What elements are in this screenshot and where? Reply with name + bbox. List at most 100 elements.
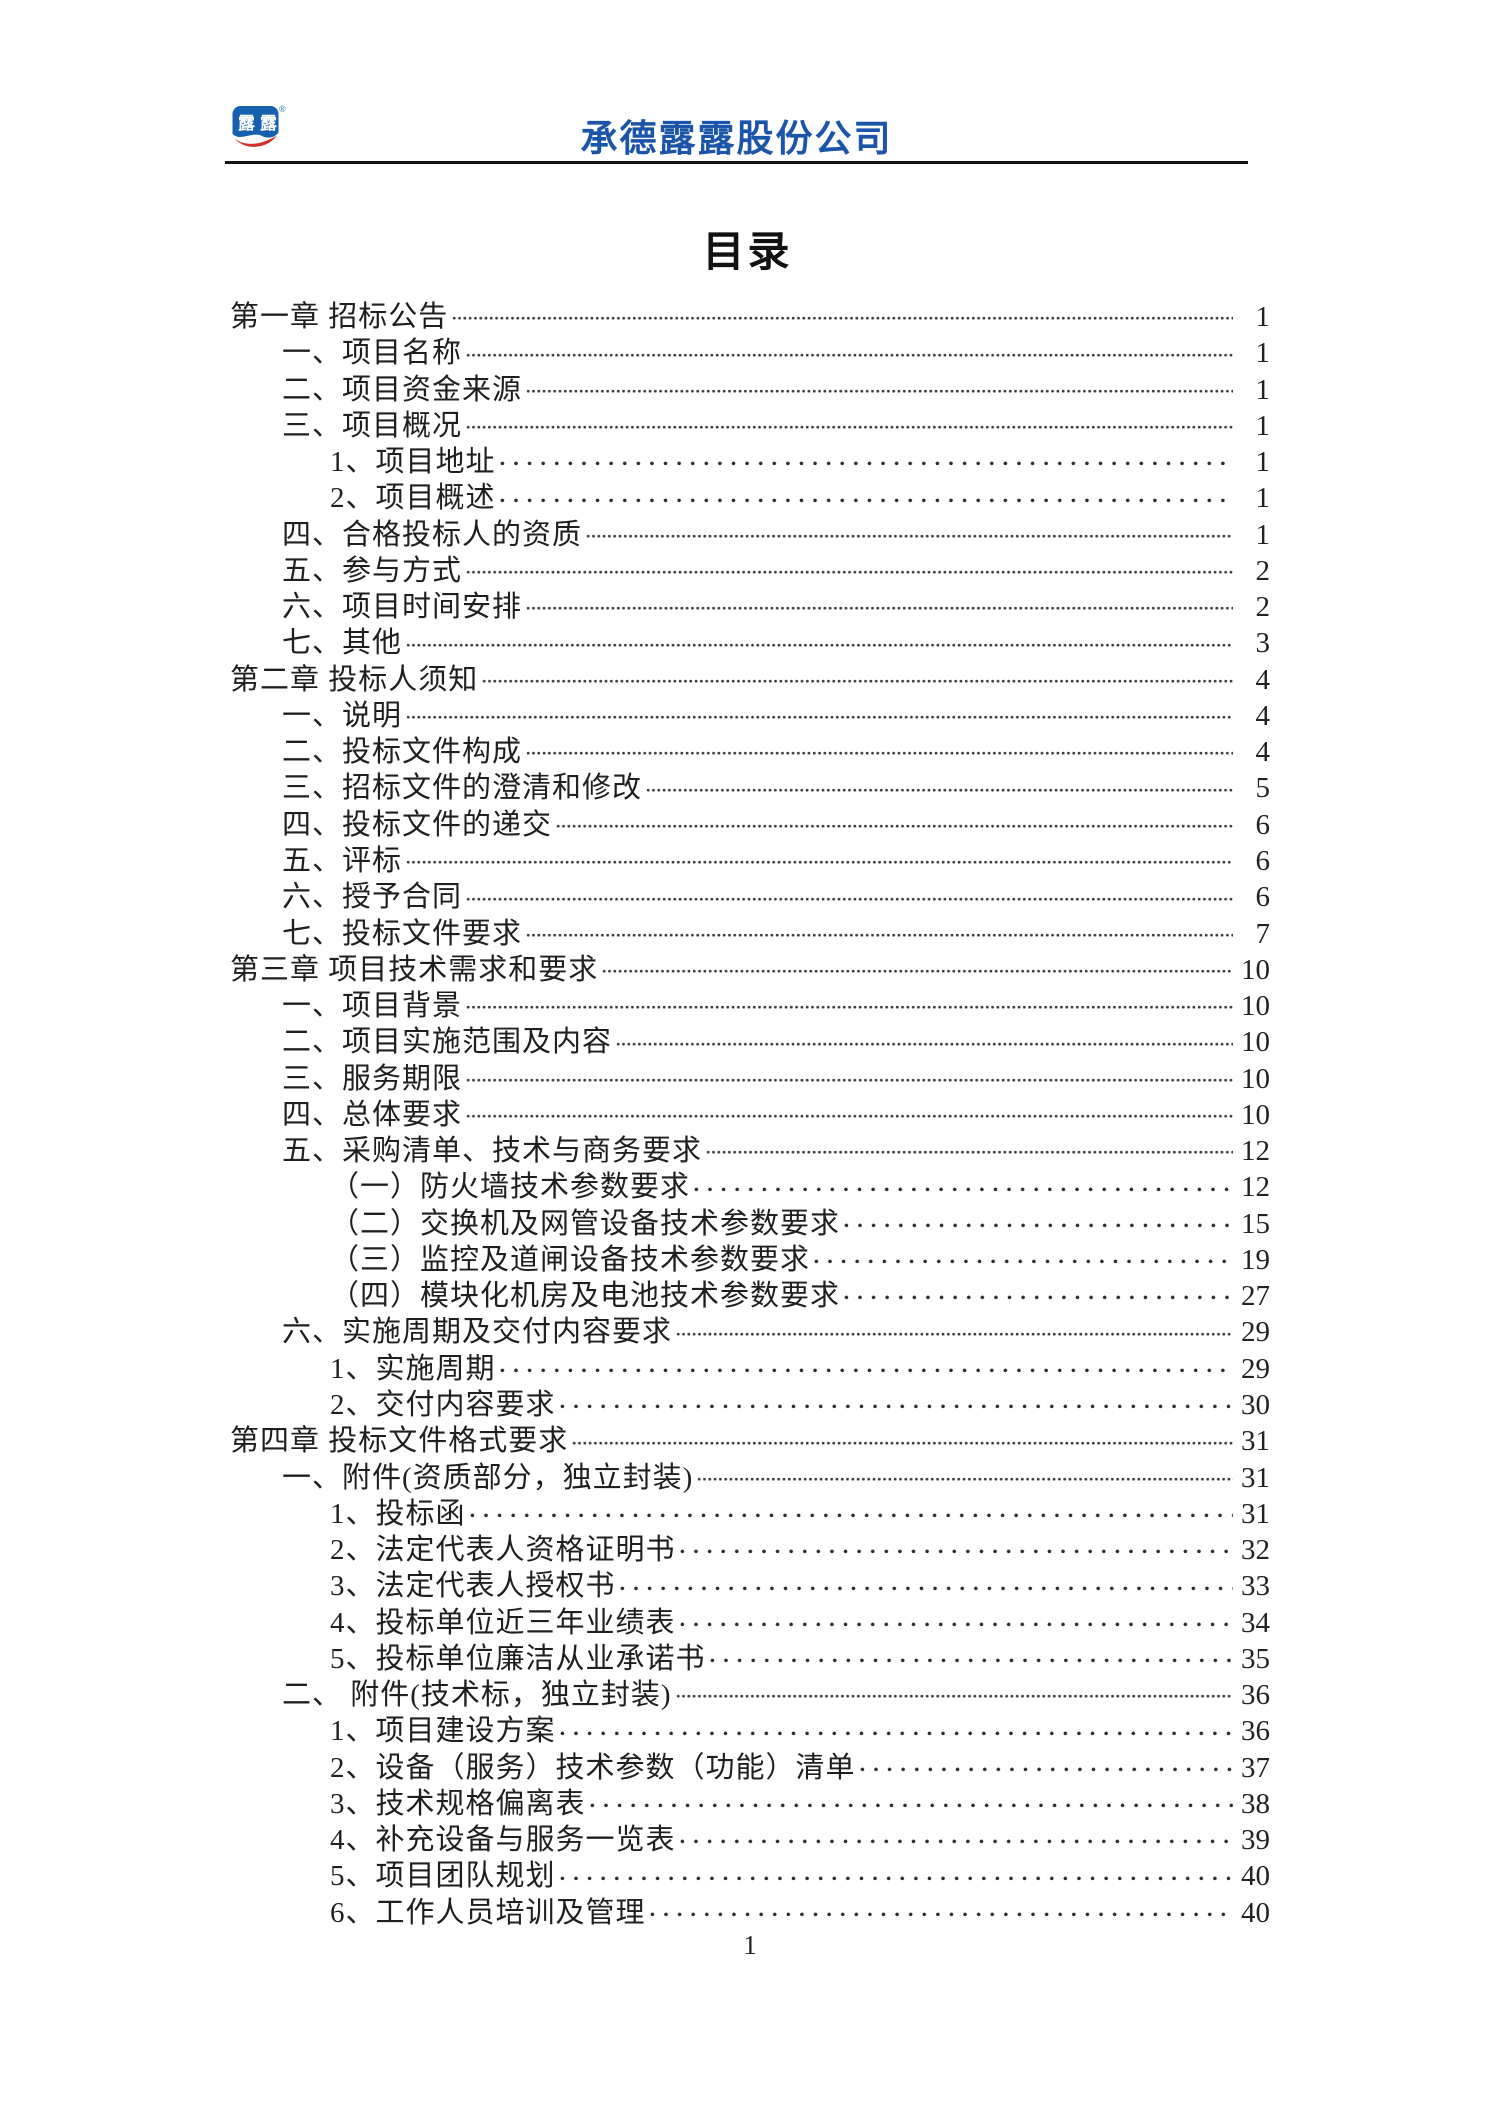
toc-entry-label: （四）模块化机房及电池技术参数要求 — [330, 1280, 841, 1313]
toc-entry-page-number: 3 — [1255, 627, 1271, 660]
toc-entry[interactable]: 4、投标单位近三年业绩表 34 — [225, 1599, 1270, 1639]
toc-entry-label: （二）交换机及网管设备技术参数要求 — [330, 1207, 841, 1240]
toc-entry-label: 五、采购清单、技术与商务要求 — [282, 1135, 703, 1168]
toc-title: 目录 — [702, 230, 793, 276]
dot-leader — [586, 533, 1233, 539]
toc-entry-page-number: 1 — [1255, 482, 1271, 515]
toc-entry-label: 1、项目地址 — [330, 446, 496, 479]
toc-entry[interactable]: （三）监控及道闸设备技术参数要求 19 — [225, 1236, 1270, 1276]
dot-leader — [602, 969, 1233, 975]
toc-entry-page-number: 10 — [1241, 1026, 1270, 1059]
toc-entry[interactable]: 一、项目背景 10 — [225, 982, 1270, 1022]
dot-leader — [526, 751, 1233, 757]
toc-entry-page-number: 1 — [1255, 301, 1271, 333]
toc-entry[interactable]: 2、法定代表人资格证明书 32 — [225, 1526, 1270, 1566]
toc-entry-page-number: 31 — [1241, 1425, 1270, 1458]
toc-entry[interactable]: 五、评标 6 — [225, 837, 1270, 877]
toc-entry[interactable]: 一、说明 4 — [225, 692, 1270, 732]
toc-entry[interactable]: （二）交换机及网管设备技术参数要求 15 — [225, 1200, 1270, 1240]
toc-entry-page-number: 29 — [1241, 1352, 1270, 1385]
dot-leader — [499, 497, 1233, 503]
dot-leader — [697, 1476, 1233, 1482]
toc-entry[interactable]: 2、项目概述 1 — [225, 474, 1270, 514]
company-name: 承德露露股份公司 — [580, 118, 893, 159]
toc-entry-page-number: 33 — [1241, 1570, 1270, 1603]
dot-leader — [406, 860, 1233, 866]
toc-entry[interactable]: 第四章 投标文件格式要求 31 — [225, 1417, 1270, 1457]
toc-entry[interactable]: （一）防火墙技术参数要求 12 — [225, 1163, 1270, 1203]
toc-entry[interactable]: 三、服务期限 10 — [225, 1055, 1270, 1095]
toc-entry[interactable]: 第二章 投标人须知 4 — [225, 656, 1270, 696]
toc-entry-page-number: 38 — [1241, 1787, 1270, 1820]
toc-entry[interactable]: 四、总体要求 10 — [225, 1091, 1270, 1131]
dot-leader — [466, 1114, 1233, 1120]
toc-entry[interactable]: 五、采购清单、技术与商务要求 12 — [225, 1127, 1270, 1167]
toc-entry-label: 5、项目团队规划 — [330, 1860, 556, 1893]
toc-entry[interactable]: 三、招标文件的澄清和修改 5 — [225, 764, 1270, 804]
toc-entry-page-number: 15 — [1241, 1207, 1270, 1240]
toc-entry[interactable]: 2、交付内容要求 30 — [225, 1381, 1270, 1421]
toc-entry[interactable]: 三、项目概况 1 — [225, 402, 1270, 442]
toc-entry[interactable]: 五、参与方式 2 — [225, 547, 1270, 587]
toc-entry-page-number: 10 — [1241, 1098, 1270, 1131]
toc-entry[interactable]: 5、项目团队规划 40 — [225, 1852, 1270, 1892]
toc-entry-page-number: 31 — [1241, 1497, 1270, 1530]
toc-entry[interactable]: 四、合格投标人的资质 1 — [225, 511, 1270, 551]
toc-entry[interactable]: 二、 附件(技术标，独立封装) 36 — [225, 1671, 1270, 1711]
dot-leader — [466, 896, 1233, 902]
toc-entry[interactable]: 六、项目时间安排 2 — [225, 583, 1270, 623]
toc-entry[interactable]: 1、实施周期 29 — [225, 1345, 1270, 1385]
toc-entry-page-number: 32 — [1241, 1534, 1270, 1567]
toc-entry-label: 一、项目背景 — [282, 990, 463, 1023]
toc-entry-label: 2、交付内容要求 — [330, 1388, 556, 1421]
toc-entry-page-number: 1 — [1255, 518, 1271, 551]
toc-entry[interactable]: 一、附件(资质部分，独立封装) 31 — [225, 1454, 1270, 1494]
dot-leader — [466, 425, 1233, 431]
toc-entry-label: 第四章 投标文件格式要求 — [230, 1425, 569, 1458]
toc-entry[interactable]: 二、投标文件构成 4 — [225, 728, 1270, 768]
footer-page-number: 1 — [743, 1930, 757, 1960]
toc-entry[interactable]: 1、项目地址 1 — [225, 438, 1270, 478]
toc-entry[interactable]: 4、补充设备与服务一览表 39 — [225, 1816, 1270, 1856]
dot-leader — [482, 678, 1233, 684]
dot-leader — [616, 1041, 1233, 1047]
toc-entry-page-number: 27 — [1241, 1280, 1270, 1313]
dot-leader — [556, 823, 1233, 829]
toc-entry[interactable]: 二、项目资金来源 1 — [225, 366, 1270, 406]
toc-entry-label: 四、合格投标人的资质 — [282, 518, 583, 551]
toc-entry[interactable]: 3、法定代表人授权书 33 — [225, 1562, 1270, 1602]
dot-leader — [676, 1331, 1233, 1337]
toc-entry[interactable]: 六、授予合同 6 — [225, 873, 1270, 913]
toc-entry-label: 六、项目时间安排 — [282, 591, 523, 624]
toc-entry[interactable]: 第一章 招标公告 1 — [225, 293, 1270, 333]
toc-entry[interactable]: 1、投标函 31 — [225, 1490, 1270, 1530]
toc-entry-label: 一、附件(资质部分，独立封装) — [282, 1461, 694, 1494]
toc-entry-page-number: 39 — [1241, 1824, 1270, 1857]
toc-entry[interactable]: 1、项目建设方案 36 — [225, 1707, 1270, 1747]
toc-entry-page-number: 4 — [1255, 699, 1271, 732]
toc-entry-label: 五、参与方式 — [282, 554, 463, 587]
toc-entry[interactable]: 六、实施周期及交付内容要求 29 — [225, 1308, 1270, 1348]
toc-entry-label: 2、项目概述 — [330, 482, 496, 515]
toc-entry[interactable]: 3、技术规格偏离表 38 — [225, 1780, 1270, 1820]
toc-entry[interactable]: 七、其他 3 — [225, 619, 1270, 659]
toc-entry[interactable]: 四、投标文件的递交 6 — [225, 801, 1270, 841]
toc-entry[interactable]: 第三章 项目技术需求和要求 10 — [225, 946, 1270, 986]
toc-entry[interactable]: （四）模块化机房及电池技术参数要求 27 — [225, 1272, 1270, 1312]
toc-entry[interactable]: 2、设备（服务）技术参数（功能）清单 37 — [225, 1744, 1270, 1784]
dot-leader — [709, 1658, 1233, 1664]
dot-leader — [526, 932, 1233, 938]
toc-entry-label: 一、说明 — [282, 699, 403, 732]
toc-entry-label: 五、评标 — [282, 844, 403, 877]
dot-leader — [572, 1440, 1233, 1446]
toc-entry[interactable]: 5、投标单位廉洁从业承诺书 35 — [225, 1635, 1270, 1675]
toc-entry[interactable]: 七、投标文件要求 7 — [225, 910, 1270, 950]
dot-leader — [619, 1585, 1233, 1591]
dot-leader — [694, 1186, 1233, 1192]
toc-entry-label: 一、项目名称 — [282, 337, 463, 370]
toc-entry-label: 3、法定代表人授权书 — [330, 1570, 616, 1603]
toc-entry-page-number: 1 — [1255, 373, 1271, 406]
toc-entry[interactable]: 一、项目名称 1 — [225, 329, 1270, 369]
toc-entry[interactable]: 6、工作人员培训及管理 40 — [225, 1889, 1270, 1929]
toc-entry[interactable]: 二、项目实施范围及内容 10 — [225, 1018, 1270, 1058]
